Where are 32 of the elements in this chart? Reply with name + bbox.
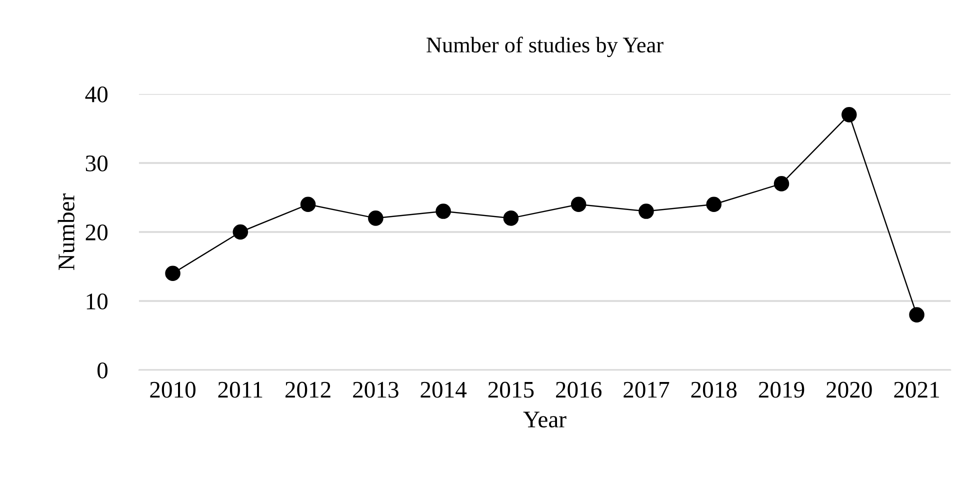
x-tick-label: 2016 (556, 382, 602, 398)
chart-title: Number of studies by Year (426, 36, 664, 58)
point (774, 176, 790, 192)
point (706, 196, 722, 212)
x-tick-label: 2017 (624, 382, 670, 398)
x-tick-label: 2020 (826, 382, 872, 398)
x-axis-title: Year (523, 412, 566, 428)
point (436, 204, 451, 219)
x-tick-label: 2011 (218, 382, 262, 398)
x-tick-label: 2015 (488, 382, 534, 398)
y-tick-label: 20 (86, 224, 108, 240)
point (503, 210, 519, 226)
x-tick-label: 2021 (894, 382, 939, 398)
point (841, 107, 857, 122)
x-tick-label: 2014 (420, 382, 467, 398)
point (570, 196, 586, 212)
x-tick-label: 2019 (758, 382, 804, 398)
x-tick-label: 2010 (150, 382, 196, 398)
x-tick-label: 2013 (353, 382, 398, 398)
y-tick-label: 40 (85, 86, 108, 102)
point (368, 210, 384, 226)
point (300, 196, 316, 212)
x-tick-label: 2012 (285, 382, 330, 398)
y-tick-label: 10 (86, 294, 108, 310)
y-tick-label: 30 (86, 155, 108, 172)
x-tick-label: 2018 (691, 382, 737, 398)
point (232, 224, 248, 240)
point (638, 204, 654, 219)
y-tick-label: 0 (97, 362, 108, 378)
point (165, 266, 180, 282)
y-axis-title: Number (58, 194, 74, 270)
point (909, 307, 924, 322)
